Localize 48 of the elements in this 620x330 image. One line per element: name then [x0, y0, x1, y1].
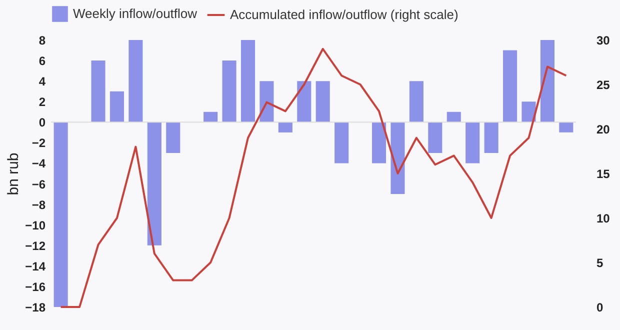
y-tick-label: −4: [32, 156, 46, 171]
y-tick-label: −16: [25, 280, 46, 294]
y-tick-label: −2: [32, 136, 46, 150]
legend-label: Accumulated inflow/outflow (right scale): [230, 7, 458, 22]
bar: [466, 122, 480, 164]
y2-tick-label: 10: [596, 212, 610, 226]
bar: [297, 81, 312, 122]
y-tick-label: 4: [38, 74, 46, 89]
y2-tick-label: 25: [596, 78, 610, 92]
bar: [503, 50, 518, 122]
y-tick-label: −12: [25, 238, 46, 253]
bar: [428, 122, 442, 153]
y-tick-label: 8: [38, 34, 46, 48]
y2-tick-label: 5: [596, 256, 604, 270]
y-axis-title: bn rub: [5, 152, 22, 196]
bar: [204, 112, 218, 122]
y-tick-label: −6: [32, 177, 46, 192]
y2-tick-label: 15: [596, 167, 610, 181]
bar: [559, 122, 574, 132]
y2-tick-label: 20: [596, 122, 610, 136]
bar: [240, 40, 256, 122]
y-tick-label: 6: [38, 54, 46, 68]
bar: [222, 60, 236, 122]
bar: [372, 122, 386, 164]
bar: [91, 60, 106, 122]
line-series: [60, 48, 568, 308]
y-tick-label: −8: [32, 198, 46, 212]
bar: [334, 122, 349, 164]
bar: [128, 40, 143, 122]
y-tick-label: −14: [25, 259, 46, 274]
y-tick-label: −10: [25, 218, 46, 232]
y-tick-label: 0: [38, 116, 46, 130]
bar: [484, 122, 498, 153]
bar: [540, 40, 554, 122]
bar: [316, 81, 330, 122]
bar: [166, 122, 180, 153]
bar: [54, 122, 68, 307]
y2-tick-label: 0: [596, 300, 604, 314]
bar: [409, 81, 424, 122]
bar: [110, 91, 124, 122]
bar: [446, 112, 461, 122]
bar: [147, 122, 162, 246]
legend-label: Weekly inflow/outflow: [73, 6, 198, 21]
y2-tick-label: 30: [596, 34, 610, 48]
y-tick-label: 2: [38, 95, 46, 110]
bar: [278, 122, 292, 132]
bar: [390, 122, 405, 194]
y-tick-label: −18: [25, 300, 46, 314]
